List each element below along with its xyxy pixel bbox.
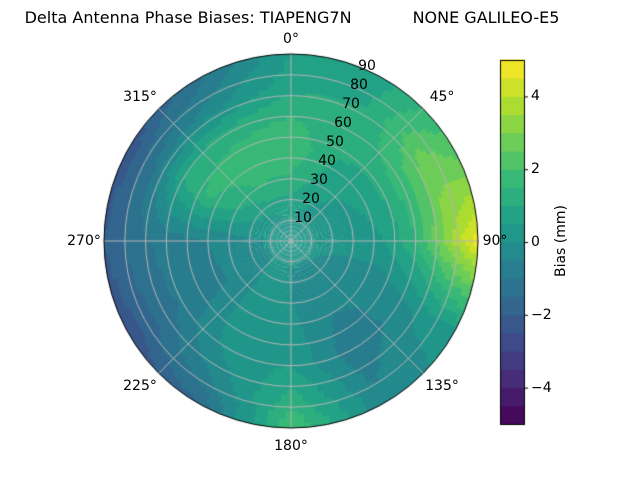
r-tick-label-90: 90 — [358, 58, 376, 74]
plot-title: Delta Antenna Phase Biases: TIAPENG7N NO… — [24, 8, 560, 27]
r-tick-label-10: 10 — [294, 210, 312, 226]
theta-tick-label-270: 270° — [67, 233, 101, 249]
theta-tick-label-225: 225° — [123, 378, 157, 394]
theta-tick-label-45: 45° — [429, 89, 455, 105]
theta-tick-label-0: 0° — [283, 31, 299, 47]
r-tick-label-60: 60 — [334, 115, 352, 131]
colorbar-tick-neg2: −2 — [531, 307, 552, 323]
colorbar-tick-0: 0 — [531, 234, 540, 250]
theta-tick-label-135: 135° — [425, 378, 459, 394]
theta-tick-label-180: 180° — [274, 438, 308, 454]
r-tick-label-70: 70 — [342, 96, 360, 112]
r-tick-label-20: 20 — [302, 191, 320, 207]
r-tick-label-30: 30 — [310, 172, 328, 188]
colorbar-axis-label: Bias (mm) — [553, 204, 569, 278]
colorbar-tick-4: 4 — [531, 88, 540, 104]
theta-tick-label-90: 90° — [482, 233, 508, 249]
colorbar-tick-neg4: −4 — [531, 380, 552, 396]
theta-tick-label-315: 315° — [123, 89, 157, 105]
r-tick-label-80: 80 — [350, 77, 368, 93]
r-tick-label-40: 40 — [318, 153, 336, 169]
colorbar-tick-2: 2 — [531, 161, 540, 177]
r-tick-label-50: 50 — [326, 134, 344, 150]
